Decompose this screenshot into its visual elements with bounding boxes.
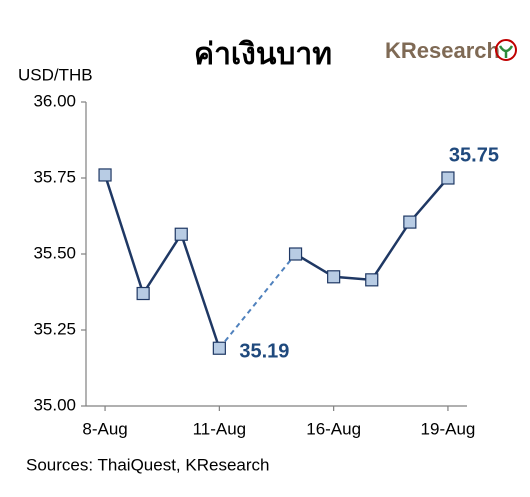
marker bbox=[365, 273, 379, 287]
marker bbox=[441, 171, 455, 185]
x-tick-label: 16-Aug bbox=[306, 419, 361, 438]
x-tick-label: 8-Aug bbox=[82, 419, 127, 438]
y-tick-label: 35.75 bbox=[33, 167, 76, 186]
data-label: 35.75 bbox=[449, 144, 499, 166]
marker bbox=[403, 215, 417, 229]
chart-title: ค่าเงินบาท bbox=[194, 38, 332, 71]
y-tick-label: 35.50 bbox=[33, 243, 76, 262]
y-axis-label: USD/THB bbox=[18, 65, 93, 84]
x-tick-label: 11-Aug bbox=[193, 419, 247, 438]
logo-leaf bbox=[498, 45, 514, 58]
marker bbox=[288, 247, 303, 261]
logo-icon bbox=[495, 39, 517, 61]
gap-connector bbox=[218, 253, 297, 349]
source: Sources: ThaiQuest, KResearch bbox=[26, 455, 269, 474]
y-tick-label: 36.00 bbox=[33, 91, 76, 110]
x-tick-label: 19-Aug bbox=[421, 419, 476, 438]
y-tick-label: 35.00 bbox=[33, 395, 76, 414]
series-line bbox=[103, 174, 449, 349]
logo: KResearch bbox=[385, 38, 500, 63]
marker bbox=[212, 341, 226, 355]
data-label: 35.19 bbox=[239, 341, 289, 363]
marker bbox=[174, 227, 188, 241]
marker bbox=[98, 168, 112, 182]
marker bbox=[136, 286, 150, 301]
marker bbox=[327, 270, 341, 284]
y-tick-label: 35.25 bbox=[33, 319, 76, 338]
